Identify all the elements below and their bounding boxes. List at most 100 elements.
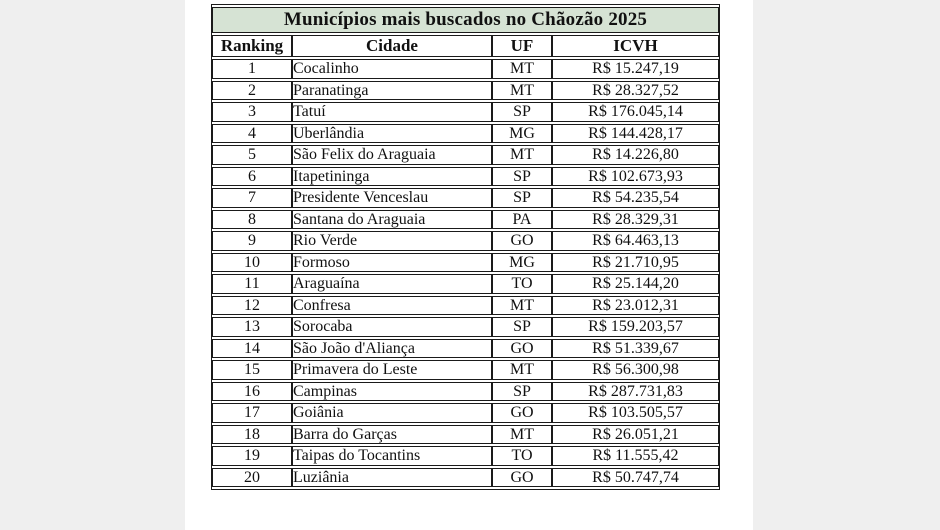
table-row: 15 Primavera do Leste MT R$ 56.300,98: [212, 360, 720, 380]
cidade-cell: Confresa: [292, 295, 492, 315]
cidade-cell: Presidente Venceslau: [292, 188, 492, 208]
table-row: 11 Araguaína TO R$ 25.144,20: [212, 274, 720, 294]
icvh-cell: R$ 23.012,31: [552, 295, 720, 315]
cidade-cell: São Felix do Araguaia: [292, 145, 492, 165]
table-row: 20 Luziânia GO R$ 50.747,74: [212, 467, 720, 487]
table-row: 2 Paranatinga MT R$ 28.327,52: [212, 80, 720, 100]
uf-cell: SP: [492, 166, 552, 186]
ranking-cell: 4: [212, 123, 292, 143]
ranking-cell: 13: [212, 317, 292, 337]
table-row: 13 Sorocaba SP R$ 159.203,57: [212, 317, 720, 337]
icvh-cell: R$ 144.428,17: [552, 123, 720, 143]
icvh-cell: R$ 176.045,14: [552, 102, 720, 122]
ranking-cell: 9: [212, 231, 292, 251]
cidade-cell: Paranatinga: [292, 80, 492, 100]
uf-cell: GO: [492, 338, 552, 358]
table-row: 17 Goiânia GO R$ 103.505,57: [212, 403, 720, 423]
ranking-cell: 2: [212, 80, 292, 100]
uf-cell: PA: [492, 209, 552, 229]
ranking-cell: 7: [212, 188, 292, 208]
uf-cell: SP: [492, 317, 552, 337]
table-row: 12 Confresa MT R$ 23.012,31: [212, 295, 720, 315]
ranking-cell: 15: [212, 360, 292, 380]
icvh-cell: R$ 54.235,54: [552, 188, 720, 208]
cidade-cell: Santana do Araguaia: [292, 209, 492, 229]
uf-cell: MT: [492, 59, 552, 79]
ranking-cell: 16: [212, 381, 292, 401]
cidade-cell: Luziânia: [292, 467, 492, 487]
ranking-cell: 3: [212, 102, 292, 122]
cidade-cell: Cocalinho: [292, 59, 492, 79]
municipios-table: Municípios mais buscados no Chãozão 2025…: [211, 4, 721, 490]
ranking-cell: 8: [212, 209, 292, 229]
uf-cell: TO: [492, 274, 552, 294]
cidade-cell: Araguaína: [292, 274, 492, 294]
uf-cell: GO: [492, 231, 552, 251]
icvh-cell: R$ 28.329,31: [552, 209, 720, 229]
ranking-cell: 11: [212, 274, 292, 294]
uf-cell: SP: [492, 188, 552, 208]
table-row: 16 Campinas SP R$ 287.731,83: [212, 381, 720, 401]
table-row: 3 Tatuí SP R$ 176.045,14: [212, 102, 720, 122]
cidade-cell: Tatuí: [292, 102, 492, 122]
icvh-cell: R$ 287.731,83: [552, 381, 720, 401]
table-row: 19 Taipas do Tocantins TO R$ 11.555,42: [212, 446, 720, 466]
cidade-cell: Formoso: [292, 252, 492, 272]
column-header-ranking: Ranking: [212, 35, 292, 57]
icvh-cell: R$ 64.463,13: [552, 231, 720, 251]
icvh-cell: R$ 26.051,21: [552, 424, 720, 444]
icvh-cell: R$ 11.555,42: [552, 446, 720, 466]
table-row: 5 São Felix do Araguaia MT R$ 14.226,80: [212, 145, 720, 165]
uf-cell: MG: [492, 123, 552, 143]
icvh-cell: R$ 56.300,98: [552, 360, 720, 380]
column-header-uf: UF: [492, 35, 552, 57]
ranking-cell: 19: [212, 446, 292, 466]
uf-cell: TO: [492, 446, 552, 466]
table-row: 9 Rio Verde GO R$ 64.463,13: [212, 231, 720, 251]
uf-cell: GO: [492, 403, 552, 423]
icvh-cell: R$ 51.339,67: [552, 338, 720, 358]
table-header-row: Ranking Cidade UF ICVH: [212, 35, 720, 57]
uf-cell: MT: [492, 145, 552, 165]
cidade-cell: Taipas do Tocantins: [292, 446, 492, 466]
cidade-cell: Primavera do Leste: [292, 360, 492, 380]
icvh-cell: R$ 15.247,19: [552, 59, 720, 79]
table-row: 1 Cocalinho MT R$ 15.247,19: [212, 59, 720, 79]
ranking-cell: 20: [212, 467, 292, 487]
table-row: 4 Uberlândia MG R$ 144.428,17: [212, 123, 720, 143]
cidade-cell: Sorocaba: [292, 317, 492, 337]
cidade-cell: Uberlândia: [292, 123, 492, 143]
uf-cell: GO: [492, 467, 552, 487]
uf-cell: MT: [492, 424, 552, 444]
ranking-cell: 17: [212, 403, 292, 423]
table-row: 18 Barra do Garças MT R$ 26.051,21: [212, 424, 720, 444]
icvh-cell: R$ 50.747,74: [552, 467, 720, 487]
uf-cell: SP: [492, 381, 552, 401]
column-header-cidade: Cidade: [292, 35, 492, 57]
ranking-cell: 5: [212, 145, 292, 165]
icvh-cell: R$ 28.327,52: [552, 80, 720, 100]
ranking-cell: 12: [212, 295, 292, 315]
uf-cell: MT: [492, 295, 552, 315]
ranking-cell: 14: [212, 338, 292, 358]
icvh-cell: R$ 159.203,57: [552, 317, 720, 337]
table-title: Municípios mais buscados no Chãozão 2025: [212, 7, 720, 33]
cidade-cell: Goiânia: [292, 403, 492, 423]
table-body: 1 Cocalinho MT R$ 15.247,19 2 Paranatinga MT R$…: [212, 59, 720, 487]
cidade-cell: Campinas: [292, 381, 492, 401]
cidade-cell: Barra do Garças: [292, 424, 492, 444]
table-row: 10 Formoso MG R$ 21.710,95: [212, 252, 720, 272]
ranking-cell: 6: [212, 166, 292, 186]
cidade-cell: São João d'Aliança: [292, 338, 492, 358]
table-row: 14 São João d'Aliança GO R$ 51.339,67: [212, 338, 720, 358]
icvh-cell: R$ 25.144,20: [552, 274, 720, 294]
uf-cell: MG: [492, 252, 552, 272]
ranking-cell: 1: [212, 59, 292, 79]
table-title-row: Municípios mais buscados no Chãozão 2025: [212, 7, 720, 33]
uf-cell: MT: [492, 80, 552, 100]
ranking-cell: 10: [212, 252, 292, 272]
content-panel: Municípios mais buscados no Chãozão 2025…: [185, 0, 753, 530]
ranking-cell: 18: [212, 424, 292, 444]
uf-cell: MT: [492, 360, 552, 380]
uf-cell: SP: [492, 102, 552, 122]
